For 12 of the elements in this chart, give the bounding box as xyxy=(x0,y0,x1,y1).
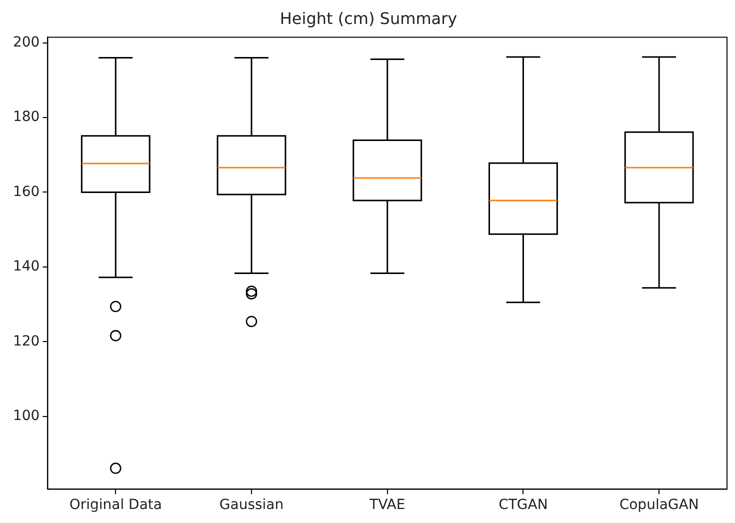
x-tick-label: CTGAN xyxy=(498,497,548,514)
x-tick-label: CopulaGAN xyxy=(619,497,699,514)
y-tick-label: 120 xyxy=(12,333,40,350)
y-tick-label: 140 xyxy=(12,258,40,275)
y-tick-label: 200 xyxy=(12,34,40,50)
chart-title: Height (cm) Summary xyxy=(280,8,458,28)
x-tick-label: Gaussian xyxy=(219,497,284,514)
x-tick-label: TVAE xyxy=(368,497,406,514)
y-tick-label: 180 xyxy=(12,109,40,126)
x-tick-label: Original Data xyxy=(69,497,162,514)
y-tick-label: 100 xyxy=(12,408,40,424)
y-tick-label: 160 xyxy=(12,184,40,200)
